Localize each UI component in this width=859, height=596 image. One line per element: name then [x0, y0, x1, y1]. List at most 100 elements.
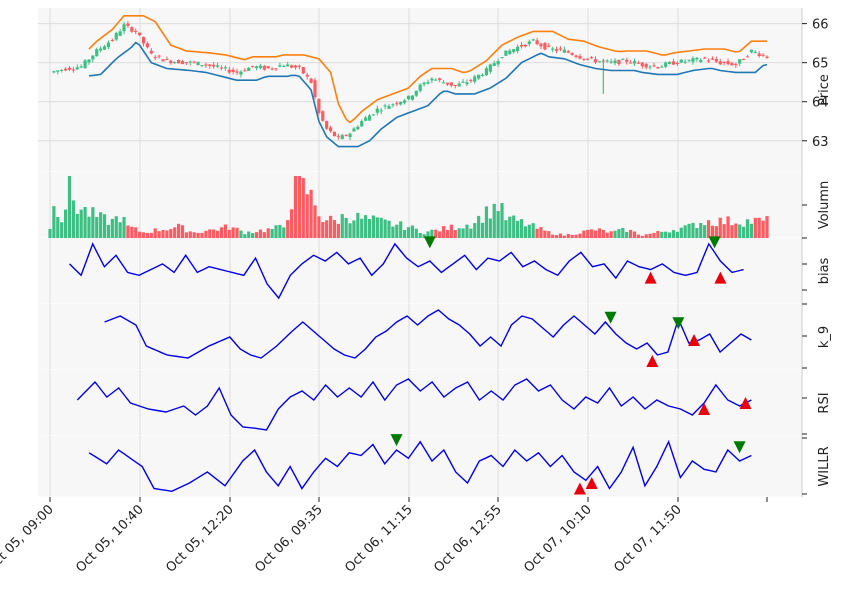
- volume-bar: [644, 234, 648, 238]
- ylabel-willr: WILLR: [817, 446, 832, 486]
- candle-body: [56, 70, 60, 72]
- volume-bar: [301, 178, 305, 238]
- candle-body: [317, 98, 321, 114]
- volume-bar: [122, 216, 126, 238]
- candle-body: [710, 58, 715, 60]
- candle-body: [617, 59, 621, 65]
- candle-body: [258, 65, 263, 68]
- volume-bar: [617, 229, 621, 238]
- candle-body: [734, 64, 738, 66]
- ylabel-k9: k_9: [817, 326, 832, 348]
- x-tick-label: Oct 07, 11:50: [611, 502, 684, 575]
- candle-body: [286, 64, 290, 67]
- candle-body: [749, 49, 754, 53]
- candle-body: [457, 83, 461, 87]
- volume-bar: [126, 225, 130, 238]
- volume-bar: [753, 217, 757, 238]
- candle-body: [63, 68, 68, 71]
- sell-signal-marker: [604, 311, 617, 324]
- volume-bar: [422, 234, 426, 238]
- volume-bar: [625, 231, 629, 238]
- price-tick-label: 63: [812, 135, 829, 150]
- candle-body: [461, 81, 465, 83]
- volume-bar: [706, 220, 711, 238]
- candle-body: [173, 62, 177, 64]
- volume-bar: [726, 216, 730, 238]
- candle-body: [180, 61, 185, 64]
- volume-bar: [286, 220, 290, 238]
- candle-body: [383, 105, 387, 107]
- candle-body: [488, 64, 492, 72]
- volume-bar: [87, 216, 91, 238]
- volume-bar: [118, 222, 122, 238]
- candle-body: [605, 60, 609, 62]
- volume-bar: [761, 220, 765, 238]
- volume-bar: [145, 232, 150, 238]
- candle-body: [169, 60, 173, 64]
- volume-bar: [317, 216, 321, 238]
- volume-bar: [356, 212, 360, 238]
- volume-bar: [153, 228, 157, 238]
- ylabel-price: Price: [817, 74, 832, 106]
- volume-bar: [414, 228, 418, 238]
- volume-bar: [227, 229, 231, 238]
- volume-bar: [52, 206, 56, 238]
- volume-bar: [161, 229, 165, 238]
- panel-rsi-bg: [38, 370, 802, 436]
- candle-body: [130, 27, 134, 32]
- volume-bar: [434, 229, 438, 238]
- volume-bar: [208, 229, 212, 238]
- volume-bar: [609, 231, 613, 238]
- candle-body: [574, 55, 578, 57]
- candle-body: [87, 59, 91, 63]
- volume-bar: [340, 214, 344, 238]
- volume-bar: [477, 215, 481, 238]
- volume-bar: [344, 217, 348, 238]
- volume-bar: [192, 232, 196, 238]
- candle-body: [348, 133, 352, 138]
- volume-bar: [488, 218, 492, 238]
- candle-body: [621, 58, 625, 60]
- candle-body: [593, 59, 598, 63]
- candle-body: [570, 53, 574, 56]
- candle-body: [235, 71, 239, 73]
- volume-bar: [430, 229, 434, 238]
- bias-line: [69, 242, 744, 300]
- candle-body: [332, 131, 337, 137]
- volume-bar: [258, 229, 263, 238]
- volume-bar: [231, 227, 235, 238]
- volume-bar: [718, 217, 722, 238]
- candle-body: [430, 78, 434, 81]
- candle-body: [391, 104, 395, 106]
- candle-body: [543, 42, 547, 50]
- candle-body: [675, 63, 679, 65]
- candle-body: [95, 49, 99, 57]
- volume-bar: [63, 209, 68, 238]
- candle-body: [138, 32, 142, 36]
- x-tick-label: Oct 06, 11:15: [342, 502, 415, 575]
- volume-bar: [48, 228, 52, 238]
- buy-signal-marker: [688, 334, 701, 346]
- volume-bar: [664, 231, 668, 238]
- candle-body: [79, 66, 83, 68]
- volume-bar: [395, 224, 399, 238]
- candle-body: [438, 78, 442, 80]
- candle-body: [200, 65, 204, 67]
- candle-body: [122, 24, 126, 32]
- candle-body: [667, 61, 672, 64]
- candle-body: [531, 39, 535, 41]
- candle-body: [52, 71, 56, 73]
- candle-body: [687, 59, 691, 61]
- volume-bar: [749, 223, 754, 238]
- volume-bar: [387, 220, 391, 238]
- candle-body: [321, 111, 325, 121]
- volume-bar: [441, 226, 446, 238]
- candle-body: [149, 50, 153, 54]
- volume-bar: [336, 223, 340, 238]
- volume-bar: [251, 233, 255, 238]
- volume-bar: [738, 224, 742, 238]
- volume-bar: [102, 214, 107, 238]
- candle-body: [406, 95, 411, 100]
- candle-body: [469, 79, 473, 81]
- volume-bar: [176, 223, 181, 238]
